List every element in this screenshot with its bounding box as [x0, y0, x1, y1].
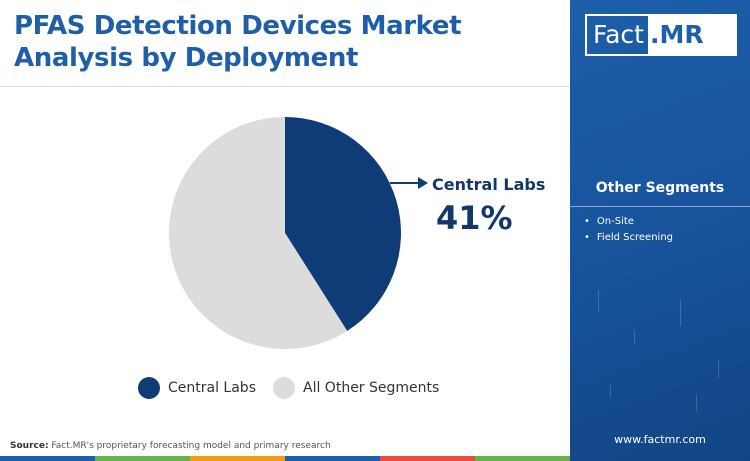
- other-segments-list: On-Site Field Screening: [584, 214, 673, 246]
- factmr-logo: Fact .MR: [585, 14, 737, 56]
- legend-label-central-labs: Central Labs: [168, 380, 256, 396]
- logo-text-fact: Fact: [593, 20, 644, 49]
- segment-item-on-site: On-Site: [584, 214, 673, 230]
- callout-value: 41%: [436, 199, 513, 237]
- bottom-bar-segment: [190, 456, 285, 461]
- source-label: Source:: [10, 441, 49, 451]
- legend-swatch-central-labs: [138, 377, 160, 399]
- legend-item-central-labs: Central Labs: [138, 377, 256, 399]
- pie-chart: [169, 117, 428, 349]
- bottom-color-bar: [0, 456, 570, 461]
- bottom-bar-segment: [0, 456, 95, 461]
- segment-item-field-screening: Field Screening: [584, 230, 673, 246]
- source-note: Source: Fact.MR's proprietary forecastin…: [10, 441, 331, 451]
- side-panel: Fact .MR Other Segments On-Site Field Sc…: [570, 0, 750, 461]
- source-text: Fact.MR's proprietary forecasting model …: [48, 441, 331, 451]
- pie-slices: [169, 117, 402, 349]
- website-url[interactable]: www.factmr.com: [614, 433, 706, 446]
- bottom-bar-segment: [285, 456, 380, 461]
- chart-title-line-2: Analysis by Deployment: [14, 43, 358, 73]
- pie-slice-central-labs: [285, 117, 402, 331]
- logo-text-mr: .MR: [647, 16, 735, 54]
- bottom-bar-segment: [475, 456, 570, 461]
- pie-slice-all-other-segments: [169, 117, 348, 349]
- chart-title-line-1: PFAS Detection Devices Market: [14, 11, 462, 41]
- title-divider: [0, 86, 570, 87]
- legend: Central Labs All Other Segments: [0, 377, 570, 403]
- callout-arrow-head: [418, 177, 428, 189]
- bottom-bar-segment: [380, 456, 475, 461]
- legend-item-other-segments: All Other Segments: [273, 377, 439, 399]
- legend-swatch-other-segments: [273, 377, 295, 399]
- other-segments-title: Other Segments: [595, 180, 725, 196]
- chart-title: PFAS Detection Devices Market Analysis b…: [14, 10, 559, 74]
- callout-arrow: [390, 177, 428, 189]
- bottom-bar-segment: [95, 456, 190, 461]
- legend-label-other-segments: All Other Segments: [303, 380, 440, 396]
- other-segments-divider: [570, 206, 750, 207]
- callout-label: Central Labs: [432, 175, 546, 194]
